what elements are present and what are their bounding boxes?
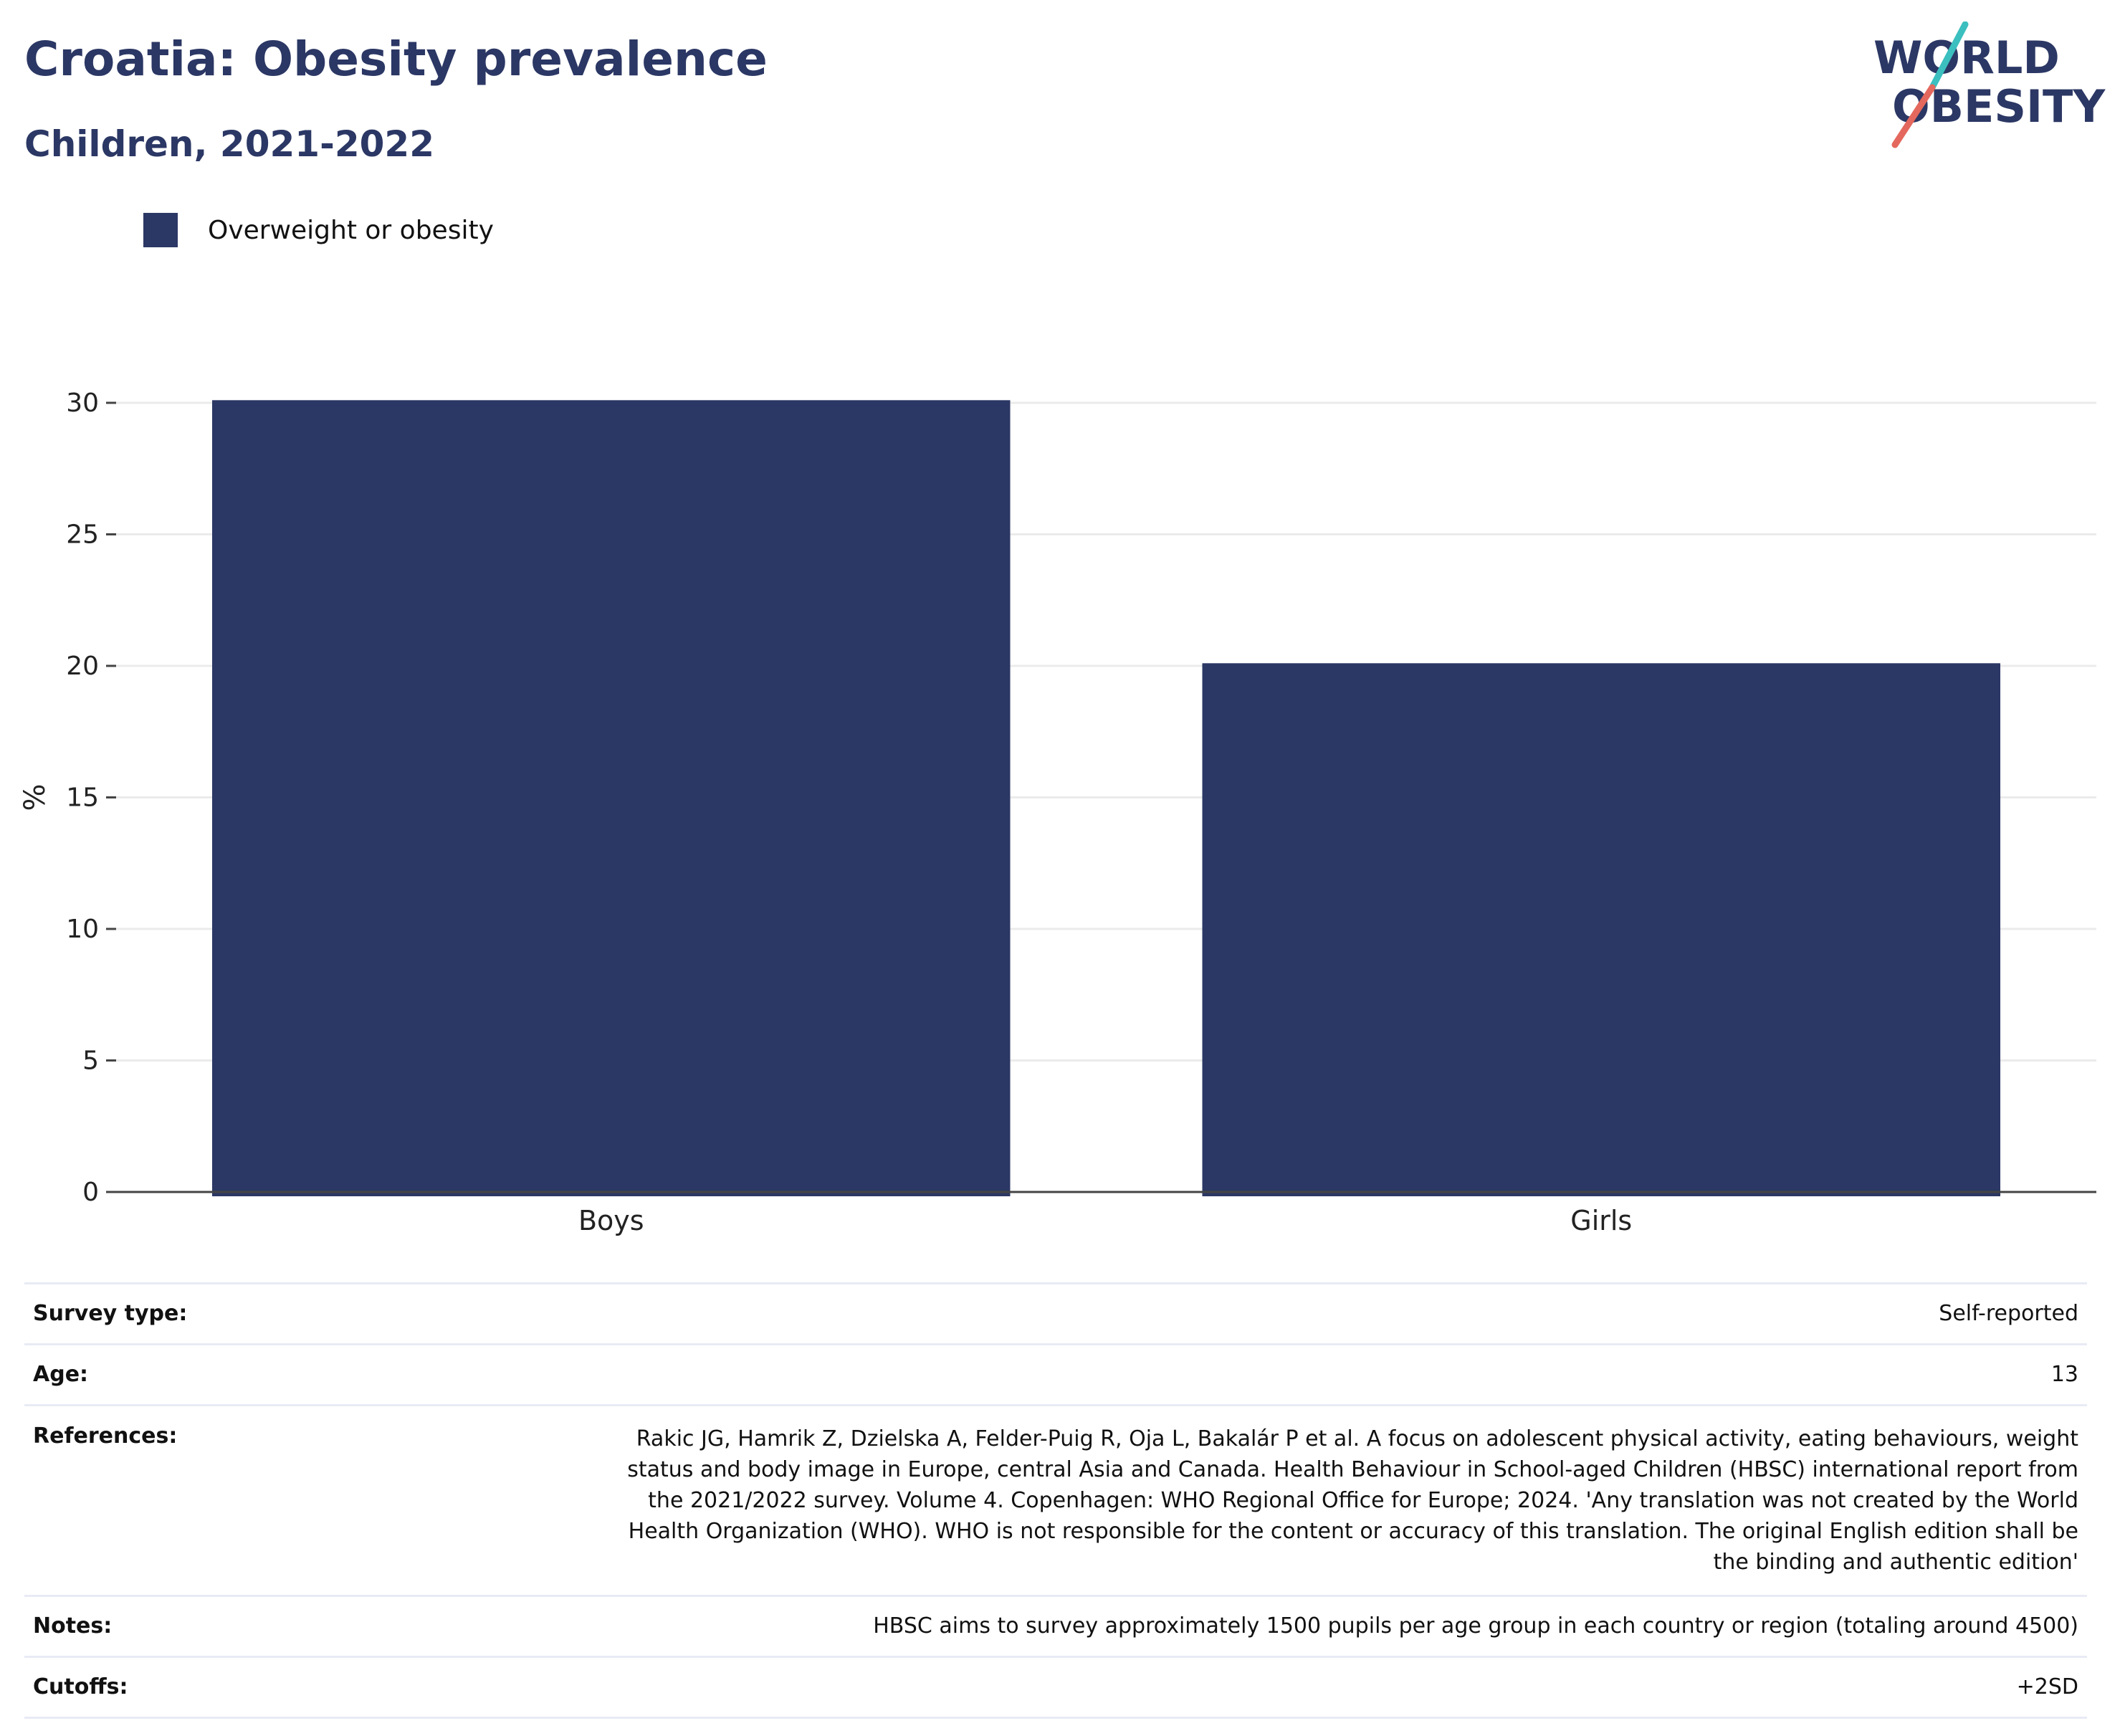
metadata-table: Survey type: Self-reported Age: 13 Reference…	[24, 1282, 2087, 1719]
y-tick-label: 5	[82, 1046, 99, 1076]
x-category-label: Girls	[1570, 1205, 1632, 1236]
bar-boys	[212, 400, 1011, 1196]
metadata-value: Self-reported	[1939, 1301, 2078, 1326]
metadata-row: References: Rakic JG, Hamrik Z, Dzielska …	[24, 1404, 2087, 1595]
y-tick-label: 10	[66, 915, 99, 944]
metadata-value: +2SD	[2016, 1674, 2078, 1699]
metadata-key: Cutoffs:	[33, 1674, 128, 1699]
metadata-row: Survey type: Self-reported	[24, 1282, 2087, 1343]
y-tick-label: 30	[66, 388, 99, 418]
metadata-row: Notes: HBSC aims to survey approximately …	[24, 1595, 2087, 1656]
legend-swatch	[143, 213, 178, 247]
metadata-key: Age:	[33, 1362, 89, 1387]
x-category-label: Boys	[578, 1205, 644, 1236]
x-axis-categories: Boys Girls	[578, 1205, 1632, 1236]
y-tick-label: 20	[66, 652, 99, 681]
page-subtitle: Children, 2021-2022	[24, 123, 434, 165]
world-obesity-logo: WORLD OBESITY	[1873, 22, 2106, 148]
y-tick-label: 15	[66, 783, 99, 813]
metadata-key: Notes:	[33, 1613, 113, 1639]
metadata-value: Rakic JG, Hamrik Z, Dzielska A, Felder-P…	[627, 1426, 2078, 1575]
y-axis-ticks: 0 5 10 15 20 25 30	[66, 388, 116, 1207]
bar-chart: 0 5 10 15 20 25 30 Boys Girls %	[19, 388, 2096, 1236]
y-tick-label: 25	[66, 520, 99, 550]
chart-bars	[212, 400, 2000, 1196]
metadata-row: Cutoffs: +2SD	[24, 1656, 2087, 1719]
logo-accent-top	[1929, 22, 1969, 91]
metadata-value: 13	[2050, 1362, 2078, 1387]
legend-label: Overweight or obesity	[208, 215, 494, 245]
chart-legend: Overweight or obesity	[143, 213, 494, 247]
logo-accent-bottom	[1891, 84, 1936, 148]
y-tick-label: 0	[82, 1178, 99, 1207]
metadata-row: Age: 13	[24, 1343, 2087, 1404]
bar-girls	[1202, 663, 2000, 1196]
y-axis-label: %	[19, 783, 52, 811]
metadata-key: Survey type:	[33, 1301, 188, 1326]
metadata-value: HBSC aims to survey approximately 1500 p…	[873, 1613, 2078, 1639]
page-title: Croatia: Obesity prevalence	[24, 32, 768, 87]
logo-line1: WORLD	[1873, 32, 2060, 84]
logo-line2: OBESITY	[1892, 80, 2106, 133]
metadata-key: References:	[33, 1423, 178, 1449]
